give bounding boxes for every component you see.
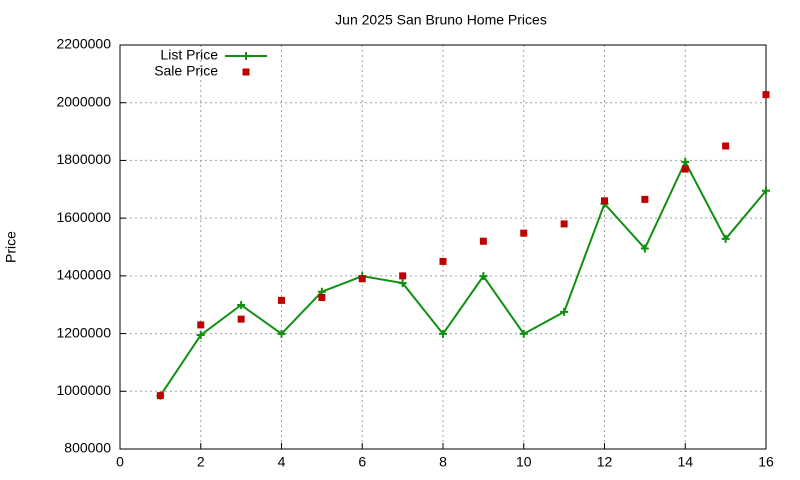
- point: [641, 195, 649, 203]
- point: [560, 307, 569, 316]
- point: [277, 329, 286, 338]
- plot-frame: [119, 44, 767, 450]
- point: [721, 234, 730, 243]
- point: [520, 229, 528, 237]
- point: [197, 321, 205, 329]
- y-tick-label: 2200000: [56, 36, 111, 52]
- x-tick-label: 16: [758, 454, 774, 470]
- point: [237, 301, 246, 310]
- x-tick-label: 10: [516, 454, 532, 470]
- point: [439, 329, 447, 338]
- chart-title: Jun 2025 San Bruno Home Prices: [335, 12, 547, 28]
- y-tick-label: 1000000: [56, 382, 111, 398]
- y-tick-label: 1600000: [56, 209, 111, 225]
- point: [278, 296, 285, 304]
- line: [159, 159, 767, 397]
- x-tick-label: 4: [278, 454, 286, 470]
- x-tick-label: 12: [597, 454, 613, 470]
- point: [681, 165, 689, 173]
- point: [479, 237, 487, 245]
- point: [399, 272, 407, 280]
- y-tick-label: 1400000: [56, 267, 111, 283]
- point: [479, 272, 488, 281]
- point: [681, 157, 690, 166]
- point: [762, 186, 770, 195]
- point: [722, 142, 730, 150]
- point: [156, 392, 164, 400]
- x-tick-label: 8: [439, 454, 447, 470]
- point: [318, 294, 326, 301]
- legend-marker: [242, 68, 250, 76]
- y-tick-label: 1800000: [56, 151, 111, 167]
- y-axis-label: Price: [3, 231, 19, 263]
- y-tick-label: 2000000: [56, 93, 111, 109]
- legend-marker: [242, 52, 250, 60]
- point: [519, 329, 528, 338]
- point: [601, 197, 608, 205]
- point: [358, 275, 366, 283]
- x-tick-label: 14: [677, 454, 693, 470]
- legend-label: Sale Price: [154, 63, 218, 79]
- legend-label: List Price: [160, 47, 218, 63]
- point: [439, 257, 447, 265]
- point: [762, 91, 770, 99]
- point: [237, 315, 245, 323]
- y-tick-label: 1200000: [56, 324, 111, 340]
- point: [196, 331, 205, 340]
- point: [640, 244, 649, 253]
- x-tick-label: 6: [358, 454, 366, 470]
- x-tick-label: 0: [116, 454, 124, 470]
- y-tick-label: 800000: [64, 440, 111, 456]
- x-tick-label: 2: [197, 454, 205, 470]
- point: [560, 220, 568, 228]
- point: [398, 279, 407, 288]
